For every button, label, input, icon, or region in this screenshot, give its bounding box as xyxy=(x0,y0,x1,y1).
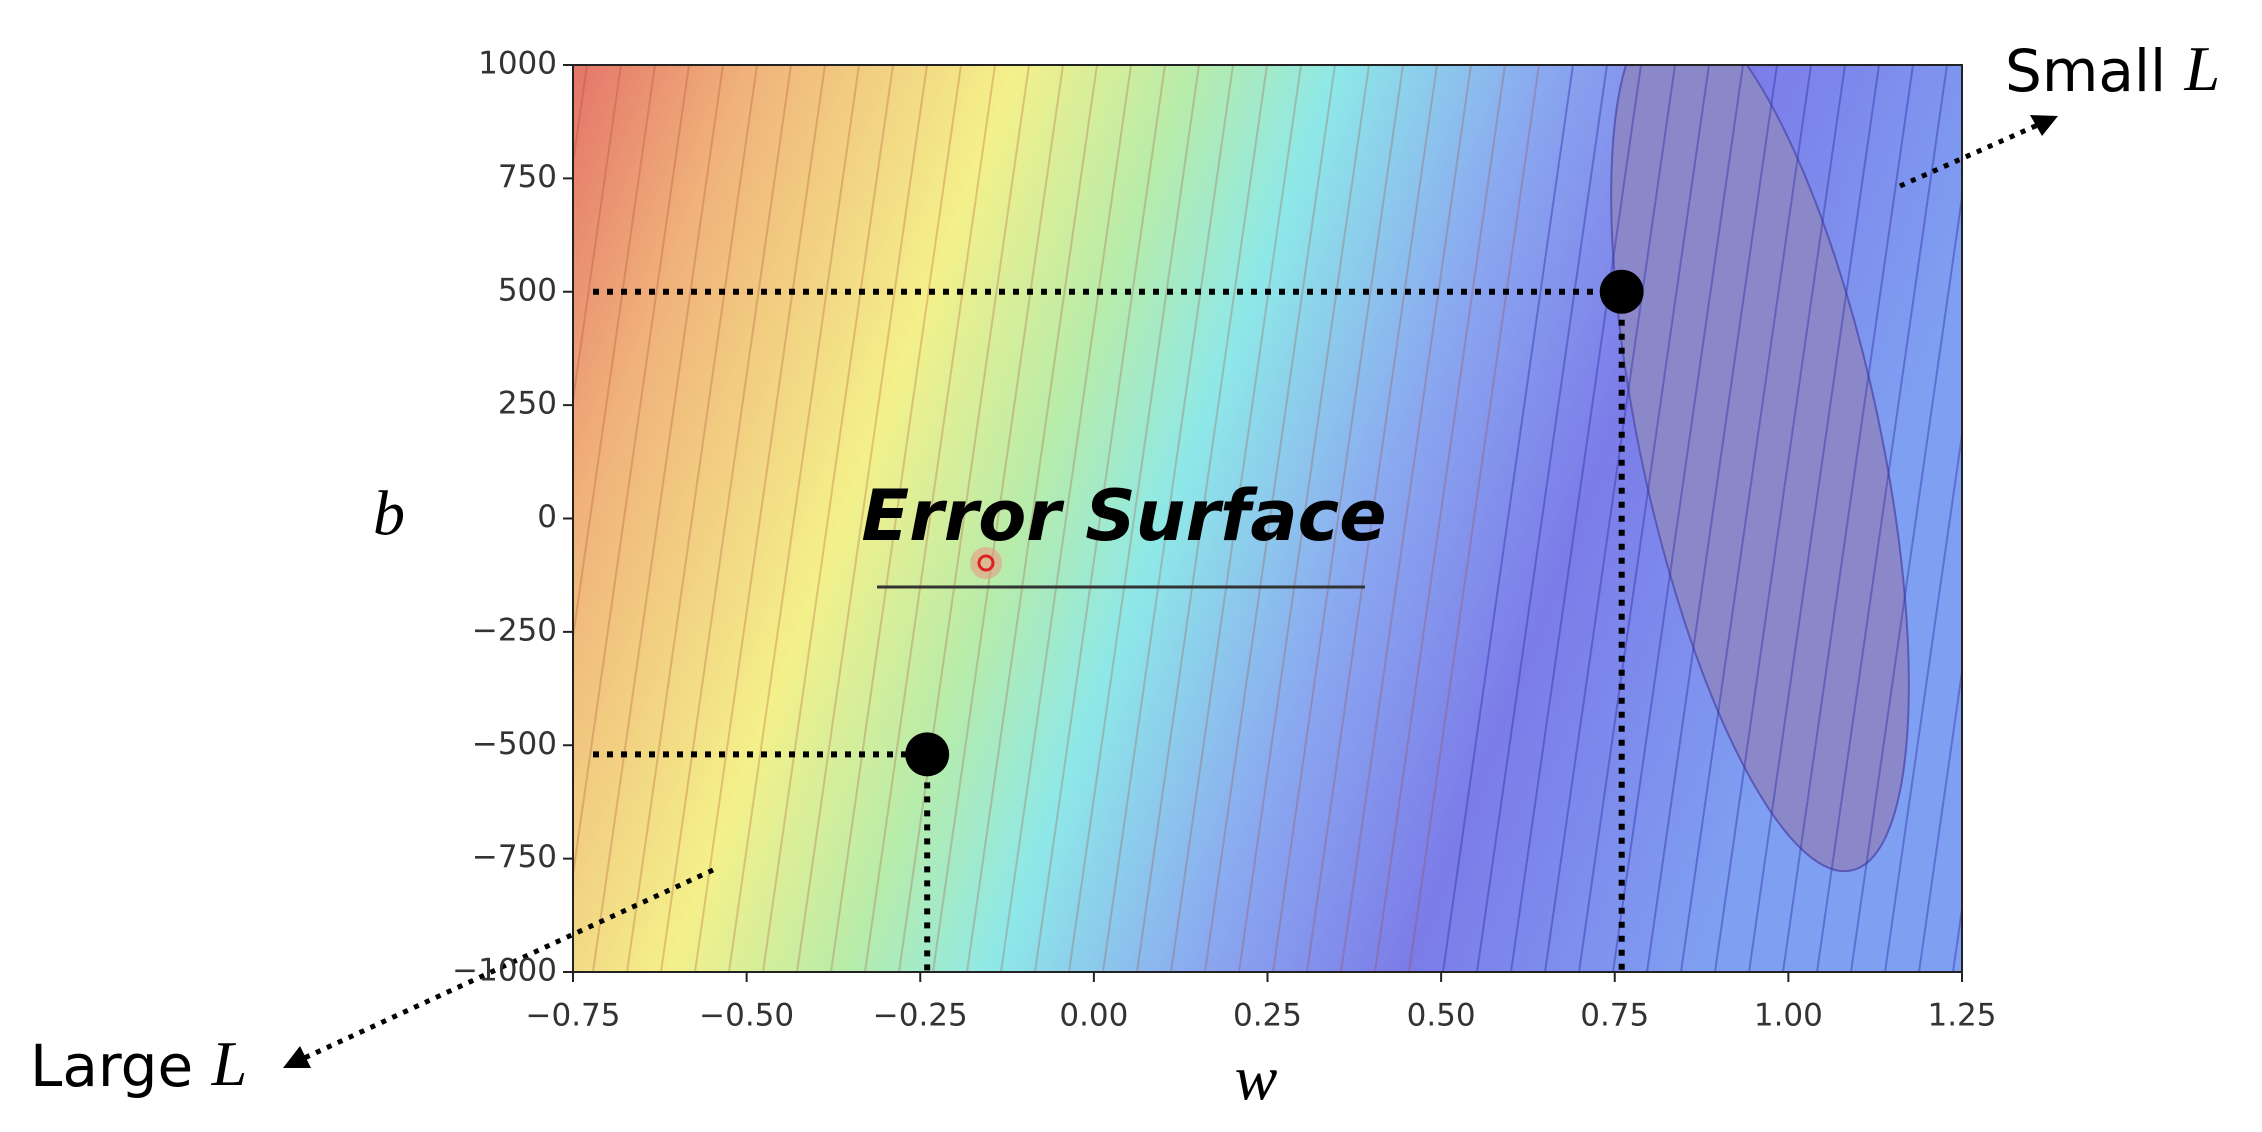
contour-line xyxy=(1918,664,1962,972)
x-tick-label: 1.25 xyxy=(1927,998,1996,1034)
contour-line xyxy=(1272,65,1404,972)
contour-line xyxy=(1646,65,1778,972)
y-tick-label: −1000 xyxy=(452,953,557,989)
contour-line xyxy=(1544,65,1676,972)
contour-line xyxy=(898,65,1030,972)
contour-line xyxy=(762,65,894,972)
contour-line xyxy=(573,65,622,407)
contour-line xyxy=(1136,65,1268,972)
cursor xyxy=(977,554,995,572)
contour-line xyxy=(1816,65,1948,972)
small-arrowhead xyxy=(2030,115,2058,136)
annotation-symbol: L xyxy=(2184,33,2221,104)
x-tick-label: 0.75 xyxy=(1580,998,1649,1034)
contour-line xyxy=(1340,65,1472,972)
contour-line xyxy=(1510,65,1642,972)
contour-line xyxy=(573,65,656,645)
annotation-symbol: L xyxy=(211,1028,248,1099)
point xyxy=(1599,269,1644,314)
y-tick-label: 1000 xyxy=(478,46,557,82)
x-tick-label: −0.25 xyxy=(873,998,968,1034)
contour-line xyxy=(1034,65,1166,972)
contour-line xyxy=(1000,65,1132,972)
chart-title: Error Surface xyxy=(861,475,1386,557)
x-tick-label: 0.25 xyxy=(1233,998,1302,1034)
contour-line xyxy=(1238,65,1370,972)
minimum-region xyxy=(1610,65,1910,873)
contour-line xyxy=(864,65,996,972)
x-axis-label: w xyxy=(1235,1043,1278,1114)
contour-line xyxy=(1442,65,1574,972)
contour-line xyxy=(423,65,553,972)
y-tick-label: −250 xyxy=(472,612,557,648)
small-arrow xyxy=(1898,121,2042,189)
contour-line xyxy=(830,65,962,972)
contour-line xyxy=(1850,190,1962,972)
contour-line xyxy=(1782,65,1914,972)
contour-line xyxy=(1204,65,1336,972)
contour-line xyxy=(1680,65,1812,972)
y-tick-label: −500 xyxy=(472,726,557,762)
contour-line xyxy=(1306,65,1438,972)
contour-line xyxy=(1884,427,1962,972)
contour-line xyxy=(1408,65,1540,972)
x-tick-label: 0.50 xyxy=(1407,998,1476,1034)
contour-line xyxy=(796,65,928,972)
point xyxy=(905,732,950,777)
contour-line xyxy=(1102,65,1234,972)
contour-line xyxy=(1714,65,1846,972)
contour-line xyxy=(728,65,860,972)
x-tick-label: 1.00 xyxy=(1754,998,1823,1034)
y-tick-label: 0 xyxy=(537,499,557,535)
annotation: Large L xyxy=(30,1028,247,1100)
x-tick-label: 0.00 xyxy=(1059,998,1128,1034)
contour-line xyxy=(1612,65,1744,972)
large-arrowhead xyxy=(283,1046,311,1068)
y-tick-label: 500 xyxy=(498,272,557,308)
contour-line xyxy=(1578,65,1710,972)
annotation-text: Small xyxy=(2005,37,2166,105)
contour-line xyxy=(1374,65,1506,972)
contour-line xyxy=(1068,65,1200,972)
contour-lines xyxy=(423,65,1962,972)
cursor-highlight xyxy=(970,547,1002,579)
annotation-text: Large xyxy=(30,1032,193,1100)
contour-line xyxy=(694,65,826,972)
contour-line xyxy=(1952,902,1962,972)
contour-line xyxy=(932,65,1064,972)
contour-line xyxy=(966,65,1098,972)
contour-line xyxy=(592,65,724,972)
y-tick-label: 250 xyxy=(498,386,557,422)
y-axis-label: b xyxy=(373,478,405,549)
contour-line xyxy=(573,65,690,882)
x-tick-label: −0.50 xyxy=(699,998,794,1034)
contour-line xyxy=(1748,65,1880,972)
contour-line xyxy=(1476,65,1608,972)
annotation: Small L xyxy=(2005,33,2220,105)
large-arrow xyxy=(298,867,715,1063)
y-tick-label: 750 xyxy=(498,159,557,195)
contour-line xyxy=(626,65,758,972)
y-tick-label: −750 xyxy=(472,839,557,875)
contour-line xyxy=(660,65,792,972)
contour-line xyxy=(1170,65,1302,972)
x-tick-label: −0.75 xyxy=(526,998,621,1034)
